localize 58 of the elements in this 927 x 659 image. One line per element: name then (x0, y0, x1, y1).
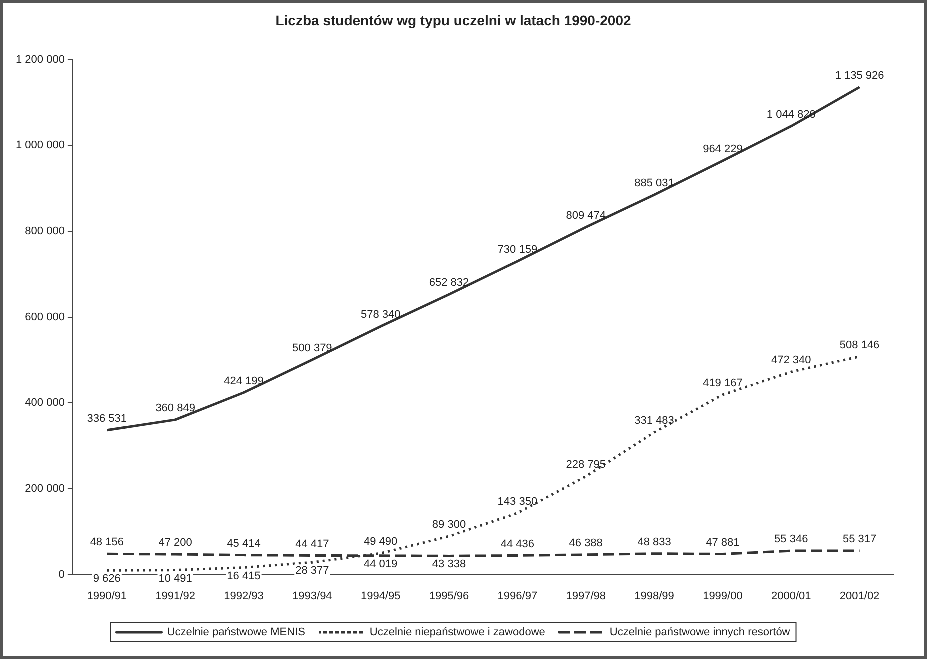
data-label: 1 135 926 (835, 70, 884, 82)
data-label: 578 340 (360, 309, 401, 322)
data-label: 472 340 (771, 354, 812, 367)
x-tick-label: 1991/92 (156, 590, 196, 602)
data-label: 44 436 (500, 538, 535, 550)
data-label: 652 832 (429, 277, 470, 290)
data-label: 500 379 (292, 342, 332, 355)
data-label: 508 146 (840, 339, 880, 352)
data-label: 28 377 (296, 565, 330, 578)
y-tick-label: 200 000 (25, 483, 65, 495)
data-label: 16 415 (227, 570, 261, 582)
x-tick-label: 1992/93 (224, 590, 264, 602)
chart-title: Liczba studentów wg typu uczelni w latach 1990-2002 (276, 12, 632, 28)
data-label: 809 474 (566, 210, 606, 222)
data-label: 49 490 (364, 536, 398, 548)
data-label: 10 491 (158, 572, 192, 585)
y-tick-label: 800 000 (25, 226, 65, 238)
data-label: 55 346 (774, 534, 808, 546)
x-tick-label: 1995/96 (429, 590, 470, 602)
data-label: 48 833 (638, 536, 672, 548)
data-label: 43 338 (432, 558, 466, 571)
data-label: 336 531 (87, 412, 128, 425)
data-label: 360 849 (156, 402, 196, 414)
data-label: 48 156 (90, 536, 124, 549)
legend-label: Uczelnie państwowe MENIS (167, 626, 306, 639)
y-tick-label: 400 000 (25, 397, 65, 410)
x-tick-label: 1994/95 (360, 590, 401, 602)
legend-label: Uczelnie państwowe innych resortów (610, 626, 790, 639)
x-tick-label: 1993/94 (292, 590, 332, 602)
y-tick-label: 0 (58, 568, 65, 581)
data-label: 46 388 (569, 537, 603, 550)
data-label: 89 300 (432, 519, 466, 532)
data-label: 44 019 (364, 558, 398, 570)
x-tick-label: 1996/97 (498, 590, 538, 602)
data-label: 964 229 (703, 144, 743, 156)
data-label: 424 199 (224, 375, 264, 388)
x-tick-label: 1999/00 (703, 590, 743, 602)
data-label: 331 483 (634, 415, 674, 428)
data-label: 55 317 (842, 534, 877, 546)
y-tick-label: 1 000 000 (16, 140, 65, 152)
data-label: 44 417 (296, 538, 330, 550)
data-label: 45 414 (227, 538, 261, 550)
data-label: 730 159 (498, 244, 538, 256)
legend-label: Uczelnie niepaństwowe i zawodowe (370, 626, 546, 639)
data-label: 47 881 (706, 536, 740, 549)
data-label: 228 795 (566, 459, 606, 472)
data-label: 143 350 (498, 496, 538, 508)
y-tick-label: 600 000 (25, 311, 65, 324)
x-tick-label: 1990/91 (87, 590, 128, 602)
x-tick-label: 2001/02 (840, 590, 880, 602)
x-tick-label: 1997/98 (566, 590, 606, 602)
data-label: 47 200 (158, 537, 192, 550)
x-tick-label: 2000/01 (771, 590, 812, 602)
y-tick-label: 1 200 000 (16, 54, 65, 66)
data-label: 885 031 (634, 178, 674, 190)
x-tick-label: 1998/99 (634, 590, 674, 602)
data-label: 9 626 (93, 573, 121, 586)
data-label: 419 167 (703, 377, 743, 390)
